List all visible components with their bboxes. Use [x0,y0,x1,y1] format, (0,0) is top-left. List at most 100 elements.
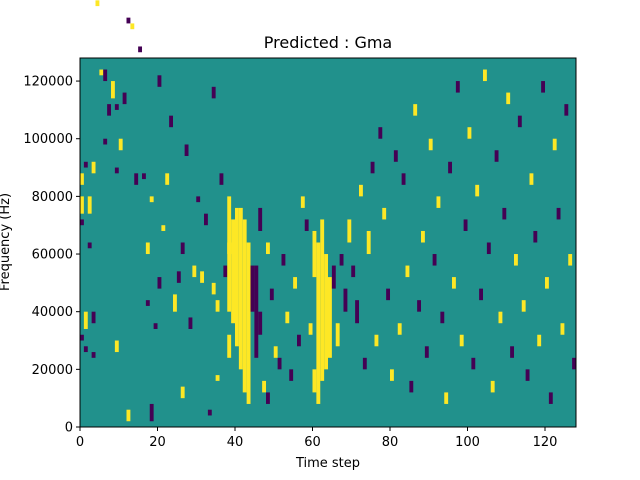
heatmap-cell [355,300,360,324]
heatmap-cell [145,242,150,255]
heatmap-cell [111,81,115,99]
heatmap-cell [316,242,321,404]
x-tick-label: 20 [149,435,166,450]
heatmap-cell [397,323,402,335]
heatmap-cell [556,207,561,220]
heatmap-cell [304,219,309,231]
x-axis: 0 20 40 60 80 100 120 [76,427,558,450]
heatmap-cell [490,380,495,393]
heatmap-cell [297,334,301,347]
heatmap-cell [157,277,162,289]
heatmap-cell [91,352,96,358]
heatmap-cell [180,386,185,399]
heatmap-cell [99,69,104,76]
heatmap-cell [254,265,259,358]
heatmap-cell [157,75,162,87]
heatmap-cell [114,167,119,174]
heatmap-background [80,58,576,427]
heatmap-cell [405,265,410,278]
heatmap-cell [281,254,286,266]
heatmap-cell [378,127,383,139]
heatmap-cell [126,17,131,24]
heatmap-cell [227,196,232,312]
heatmap-cell [258,311,263,335]
heatmap-cell [138,46,143,53]
heatmap-cell [80,173,84,185]
heatmap-cell [545,277,549,289]
heatmap-cell [188,317,193,329]
heatmap-cell [300,196,305,208]
heatmap-cell [161,225,166,231]
heatmap-cell [568,254,573,266]
heatmap-cell [192,265,197,278]
heatmap-cell [114,340,119,353]
y-tick-label: 100000 [23,132,73,147]
heatmap-cell [126,409,131,422]
heatmap-cell [87,242,92,249]
y-axis-label: Frequency (Hz) [0,193,13,291]
heatmap-cell [223,265,228,278]
y-tick-label: 80000 [32,190,73,205]
x-tick-label: 100 [455,435,480,450]
heatmap-cell [436,196,441,208]
heatmap-cell [320,219,325,381]
heatmap-cell [370,161,375,174]
heatmap-cell [459,334,464,347]
heatmap-cell [514,254,518,266]
heatmap-cell [335,323,340,347]
x-tick-label: 120 [533,435,558,450]
x-axis-label: Time step [295,456,360,471]
heatmap-cell [83,161,88,168]
y-tick-label: 120000 [23,75,73,90]
chart-title: Predicted : Gma [264,33,392,52]
heatmap-cell [428,138,433,151]
heatmap-cell [374,334,379,347]
heatmap-cell [328,277,332,358]
heatmap-cell [308,323,313,335]
heatmap-cell [502,207,507,220]
heatmap-cell [91,311,96,324]
heatmap-cell [552,138,557,151]
heatmap-cell [250,265,255,312]
heatmap-cell [149,196,154,203]
heatmap-cell [211,282,216,295]
heatmap-cell [169,115,174,128]
heatmap-cell [176,271,181,283]
heatmap-cell [266,242,270,255]
y-tick-label: 60000 [32,248,73,263]
plot-frame [79,57,577,428]
heatmap-cell [80,196,84,214]
heatmap-cell [258,207,263,231]
heatmap-cell [219,173,224,185]
heatmap-cell [80,334,84,341]
heatmap-cell [204,213,208,226]
heatmap-cell [541,81,546,93]
heatmap-cell [165,173,170,185]
heatmap-cell [521,300,526,312]
heatmap-cell [483,69,487,82]
heatmap-cell [130,23,135,30]
heatmap-cell [343,288,348,312]
x-tick-label: 80 [382,435,399,450]
plot-area [79,0,577,428]
y-tick-label: 0 [65,421,73,436]
heatmap-cell [95,0,100,7]
heatmap-cell [347,219,352,243]
heatmap-cell [149,403,154,422]
heatmap-cell [242,219,247,393]
heatmap-cell [560,323,565,335]
heatmap-cell [475,184,480,197]
heatmap-cell [227,334,232,358]
heatmap-cells [80,0,577,422]
heatmap-cell [382,207,387,220]
heatmap-cell [293,277,298,289]
heatmap-cell [266,392,270,404]
heatmap-cell [339,254,344,266]
x-tick-label: 60 [304,435,321,450]
heatmap-cell [180,242,185,255]
heatmap-cell [572,357,577,370]
heatmap-cell [312,230,317,278]
heatmap-cell [417,300,422,312]
heatmap-cell [529,173,534,185]
